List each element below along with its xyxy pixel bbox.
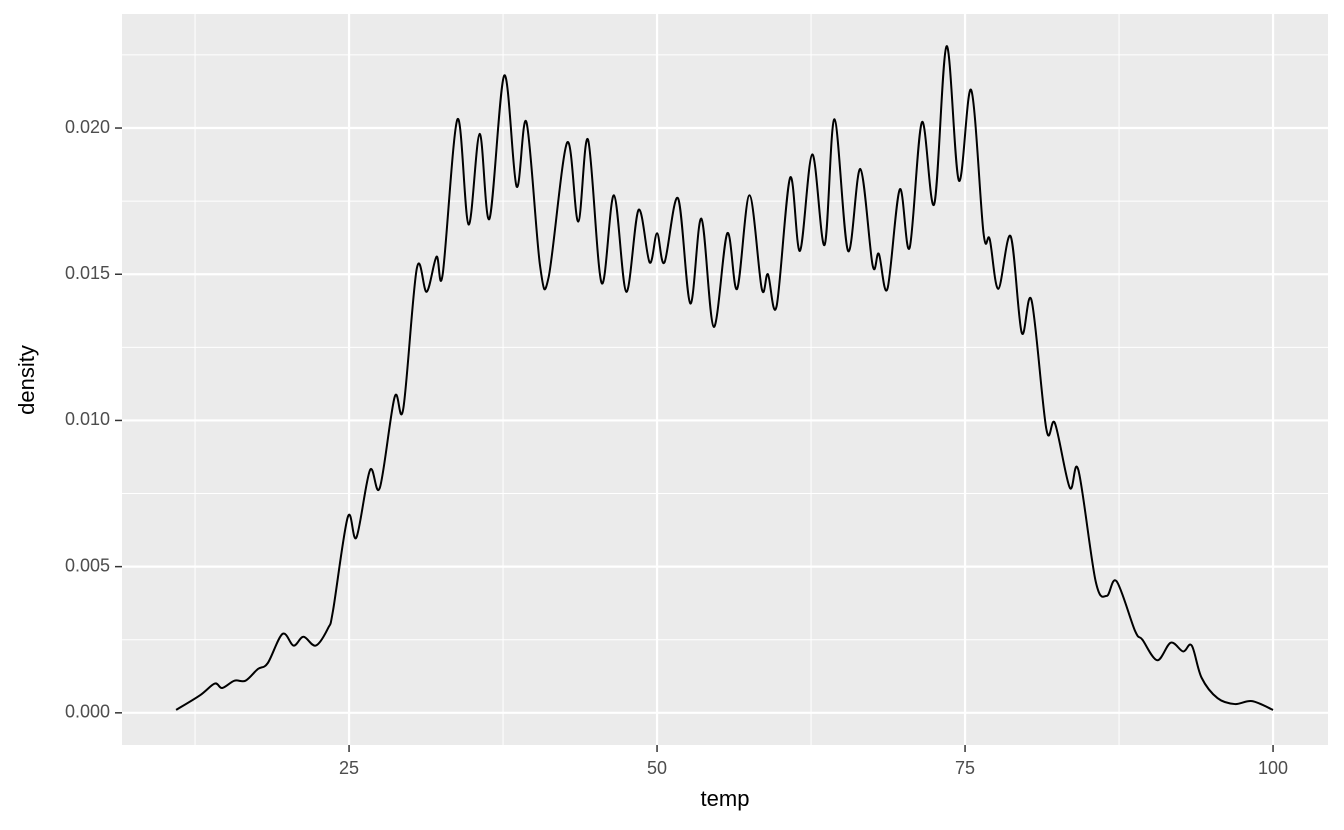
x-tick-label: 75	[955, 758, 975, 778]
y-tick-label: 0.000	[65, 702, 110, 722]
x-tick-label: 100	[1258, 758, 1288, 778]
x-tick-label: 25	[339, 758, 359, 778]
y-tick-label: 0.015	[65, 263, 110, 283]
x-axis-title: temp	[701, 786, 750, 811]
y-tick-label: 0.010	[65, 409, 110, 429]
y-axis-title: density	[14, 345, 39, 415]
panel	[122, 14, 1328, 745]
y-tick-label: 0.020	[65, 117, 110, 137]
x-tick-label: 50	[647, 758, 667, 778]
y-tick-label: 0.005	[65, 555, 110, 575]
density-line	[175, 45, 1274, 711]
